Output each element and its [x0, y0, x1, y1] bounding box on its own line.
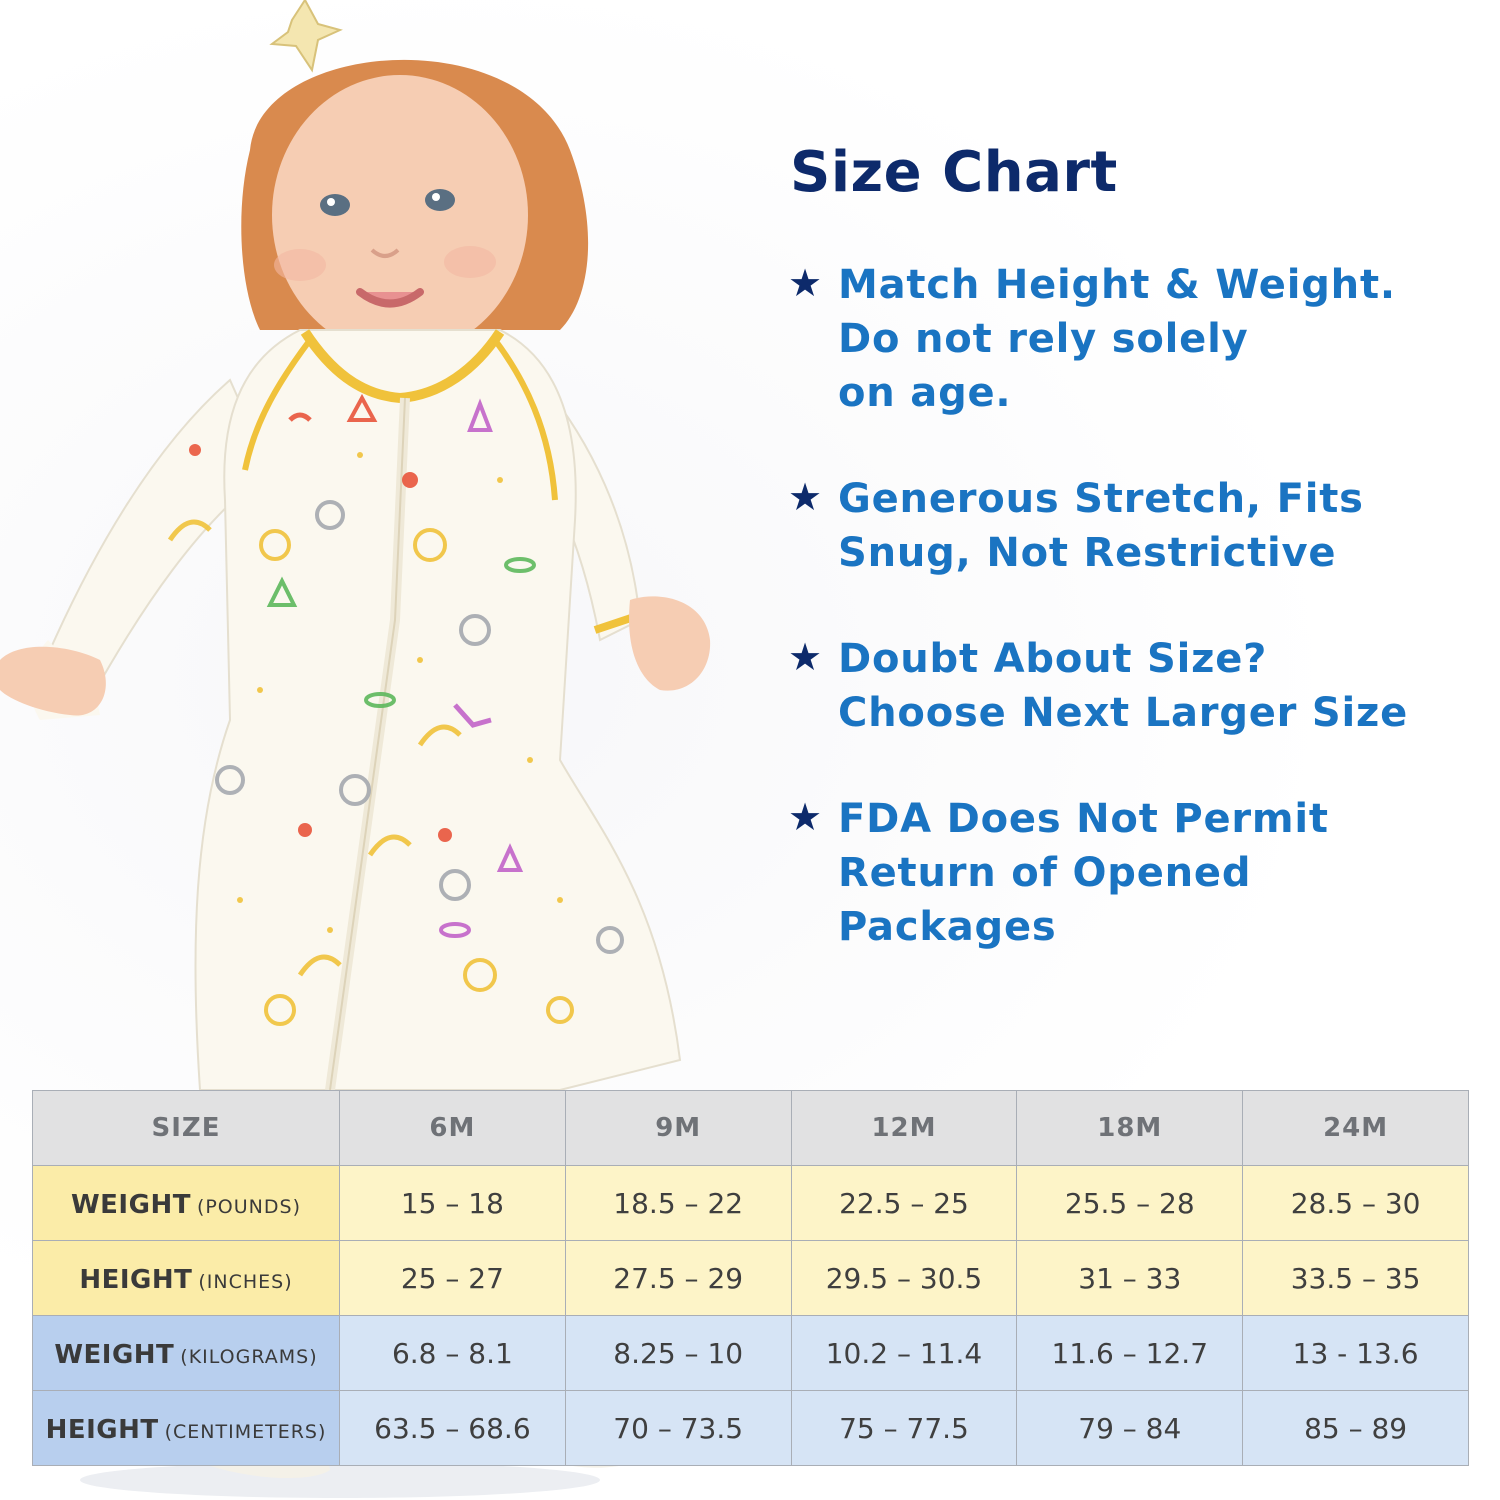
table-cell: 27.5 – 29 — [564, 1240, 792, 1316]
table-row-height-inches: HEIGHT (INCHES) 25 – 27 27.5 – 29 29.5 – … — [32, 1240, 1469, 1316]
star-icon: ★ — [788, 261, 823, 305]
header-cell-6m: 6M — [339, 1090, 566, 1166]
tip-line: Doubt About Size? — [838, 636, 1268, 682]
tip-line: Packages — [838, 904, 1057, 950]
table-cell: 22.5 – 25 — [790, 1165, 1018, 1241]
row-unit: (POUNDS) — [196, 1195, 301, 1218]
table-cell: 13 - 13.6 — [1242, 1315, 1469, 1391]
row-label: WEIGHT — [54, 1339, 175, 1370]
row-header: WEIGHT (POUNDS) — [32, 1165, 340, 1241]
row-header: WEIGHT (KILOGRAMS) — [32, 1315, 340, 1391]
row-header: HEIGHT (INCHES) — [32, 1240, 340, 1316]
table-cell: 75 – 77.5 — [790, 1390, 1018, 1466]
header-cell-size: SIZE — [32, 1090, 340, 1166]
size-table: SIZE 6M 9M 12M 18M 24M WEIGHT (POUNDS) 15… — [32, 1090, 1469, 1466]
tip-fda-returns: ★ FDA Does Not Permit Return of Opened P… — [788, 792, 1468, 954]
table-row-weight-pounds: WEIGHT (POUNDS) 15 – 18 18.5 – 22 22.5 – … — [32, 1165, 1469, 1241]
tips-list: ★ Match Height & Weight. Do not rely sol… — [788, 258, 1468, 1006]
tip-line: Match Height & Weight. — [838, 262, 1396, 308]
table-cell: 6.8 – 8.1 — [339, 1315, 566, 1391]
page-title: Size Chart — [790, 140, 1118, 205]
tip-match-height-weight: ★ Match Height & Weight. Do not rely sol… — [788, 258, 1468, 420]
table-cell: 18.5 – 22 — [564, 1165, 792, 1241]
row-label: HEIGHT — [45, 1414, 159, 1445]
table-cell: 8.25 – 10 — [564, 1315, 792, 1391]
row-unit: (KILOGRAMS) — [180, 1345, 318, 1368]
table-cell: 33.5 – 35 — [1242, 1240, 1469, 1316]
table-cell: 79 – 84 — [1016, 1390, 1244, 1466]
tip-line: Snug, Not Restrictive — [838, 530, 1337, 576]
row-unit: (CENTIMETERS) — [164, 1420, 327, 1443]
table-cell: 63.5 – 68.6 — [339, 1390, 566, 1466]
table-cell: 31 – 33 — [1016, 1240, 1244, 1316]
table-cell: 25 – 27 — [339, 1240, 566, 1316]
header-cell-9m: 9M — [564, 1090, 792, 1166]
table-cell: 85 – 89 — [1242, 1390, 1469, 1466]
table-cell: 28.5 – 30 — [1242, 1165, 1469, 1241]
header-cell-24m: 24M — [1242, 1090, 1469, 1166]
row-header: HEIGHT (CENTIMETERS) — [32, 1390, 340, 1466]
table-row-height-centimeters: HEIGHT (CENTIMETERS) 63.5 – 68.6 70 – 73.… — [32, 1390, 1469, 1466]
header-cell-12m: 12M — [790, 1090, 1018, 1166]
star-icon: ★ — [788, 795, 823, 839]
tip-generous-stretch: ★ Generous Stretch, Fits Snug, Not Restr… — [788, 472, 1468, 580]
table-cell: 29.5 – 30.5 — [790, 1240, 1018, 1316]
tip-line: Generous Stretch, Fits — [838, 476, 1364, 522]
table-header-row: SIZE 6M 9M 12M 18M 24M — [32, 1090, 1469, 1166]
tip-line: Do not rely solely — [838, 316, 1249, 362]
header-cell-18m: 18M — [1016, 1090, 1244, 1166]
table-cell: 25.5 – 28 — [1016, 1165, 1244, 1241]
row-unit: (INCHES) — [198, 1270, 293, 1293]
tip-line: Choose Next Larger Size — [838, 690, 1409, 736]
row-label: HEIGHT — [79, 1264, 193, 1295]
table-cell: 10.2 – 11.4 — [790, 1315, 1018, 1391]
table-cell: 15 – 18 — [339, 1165, 566, 1241]
row-label: WEIGHT — [70, 1189, 191, 1220]
table-row-weight-kilograms: WEIGHT (KILOGRAMS) 6.8 – 8.1 8.25 – 10 10… — [32, 1315, 1469, 1391]
table-cell: 70 – 73.5 — [564, 1390, 792, 1466]
tip-line: FDA Does Not Permit — [838, 796, 1329, 842]
tip-line: on age. — [838, 370, 1012, 416]
star-icon: ★ — [788, 475, 823, 519]
table-cell: 11.6 – 12.7 — [1016, 1315, 1244, 1391]
tip-line: Return of Opened — [838, 850, 1252, 896]
star-icon: ★ — [788, 635, 823, 679]
tip-doubt-about-size: ★ Doubt About Size? Choose Next Larger S… — [788, 632, 1468, 740]
